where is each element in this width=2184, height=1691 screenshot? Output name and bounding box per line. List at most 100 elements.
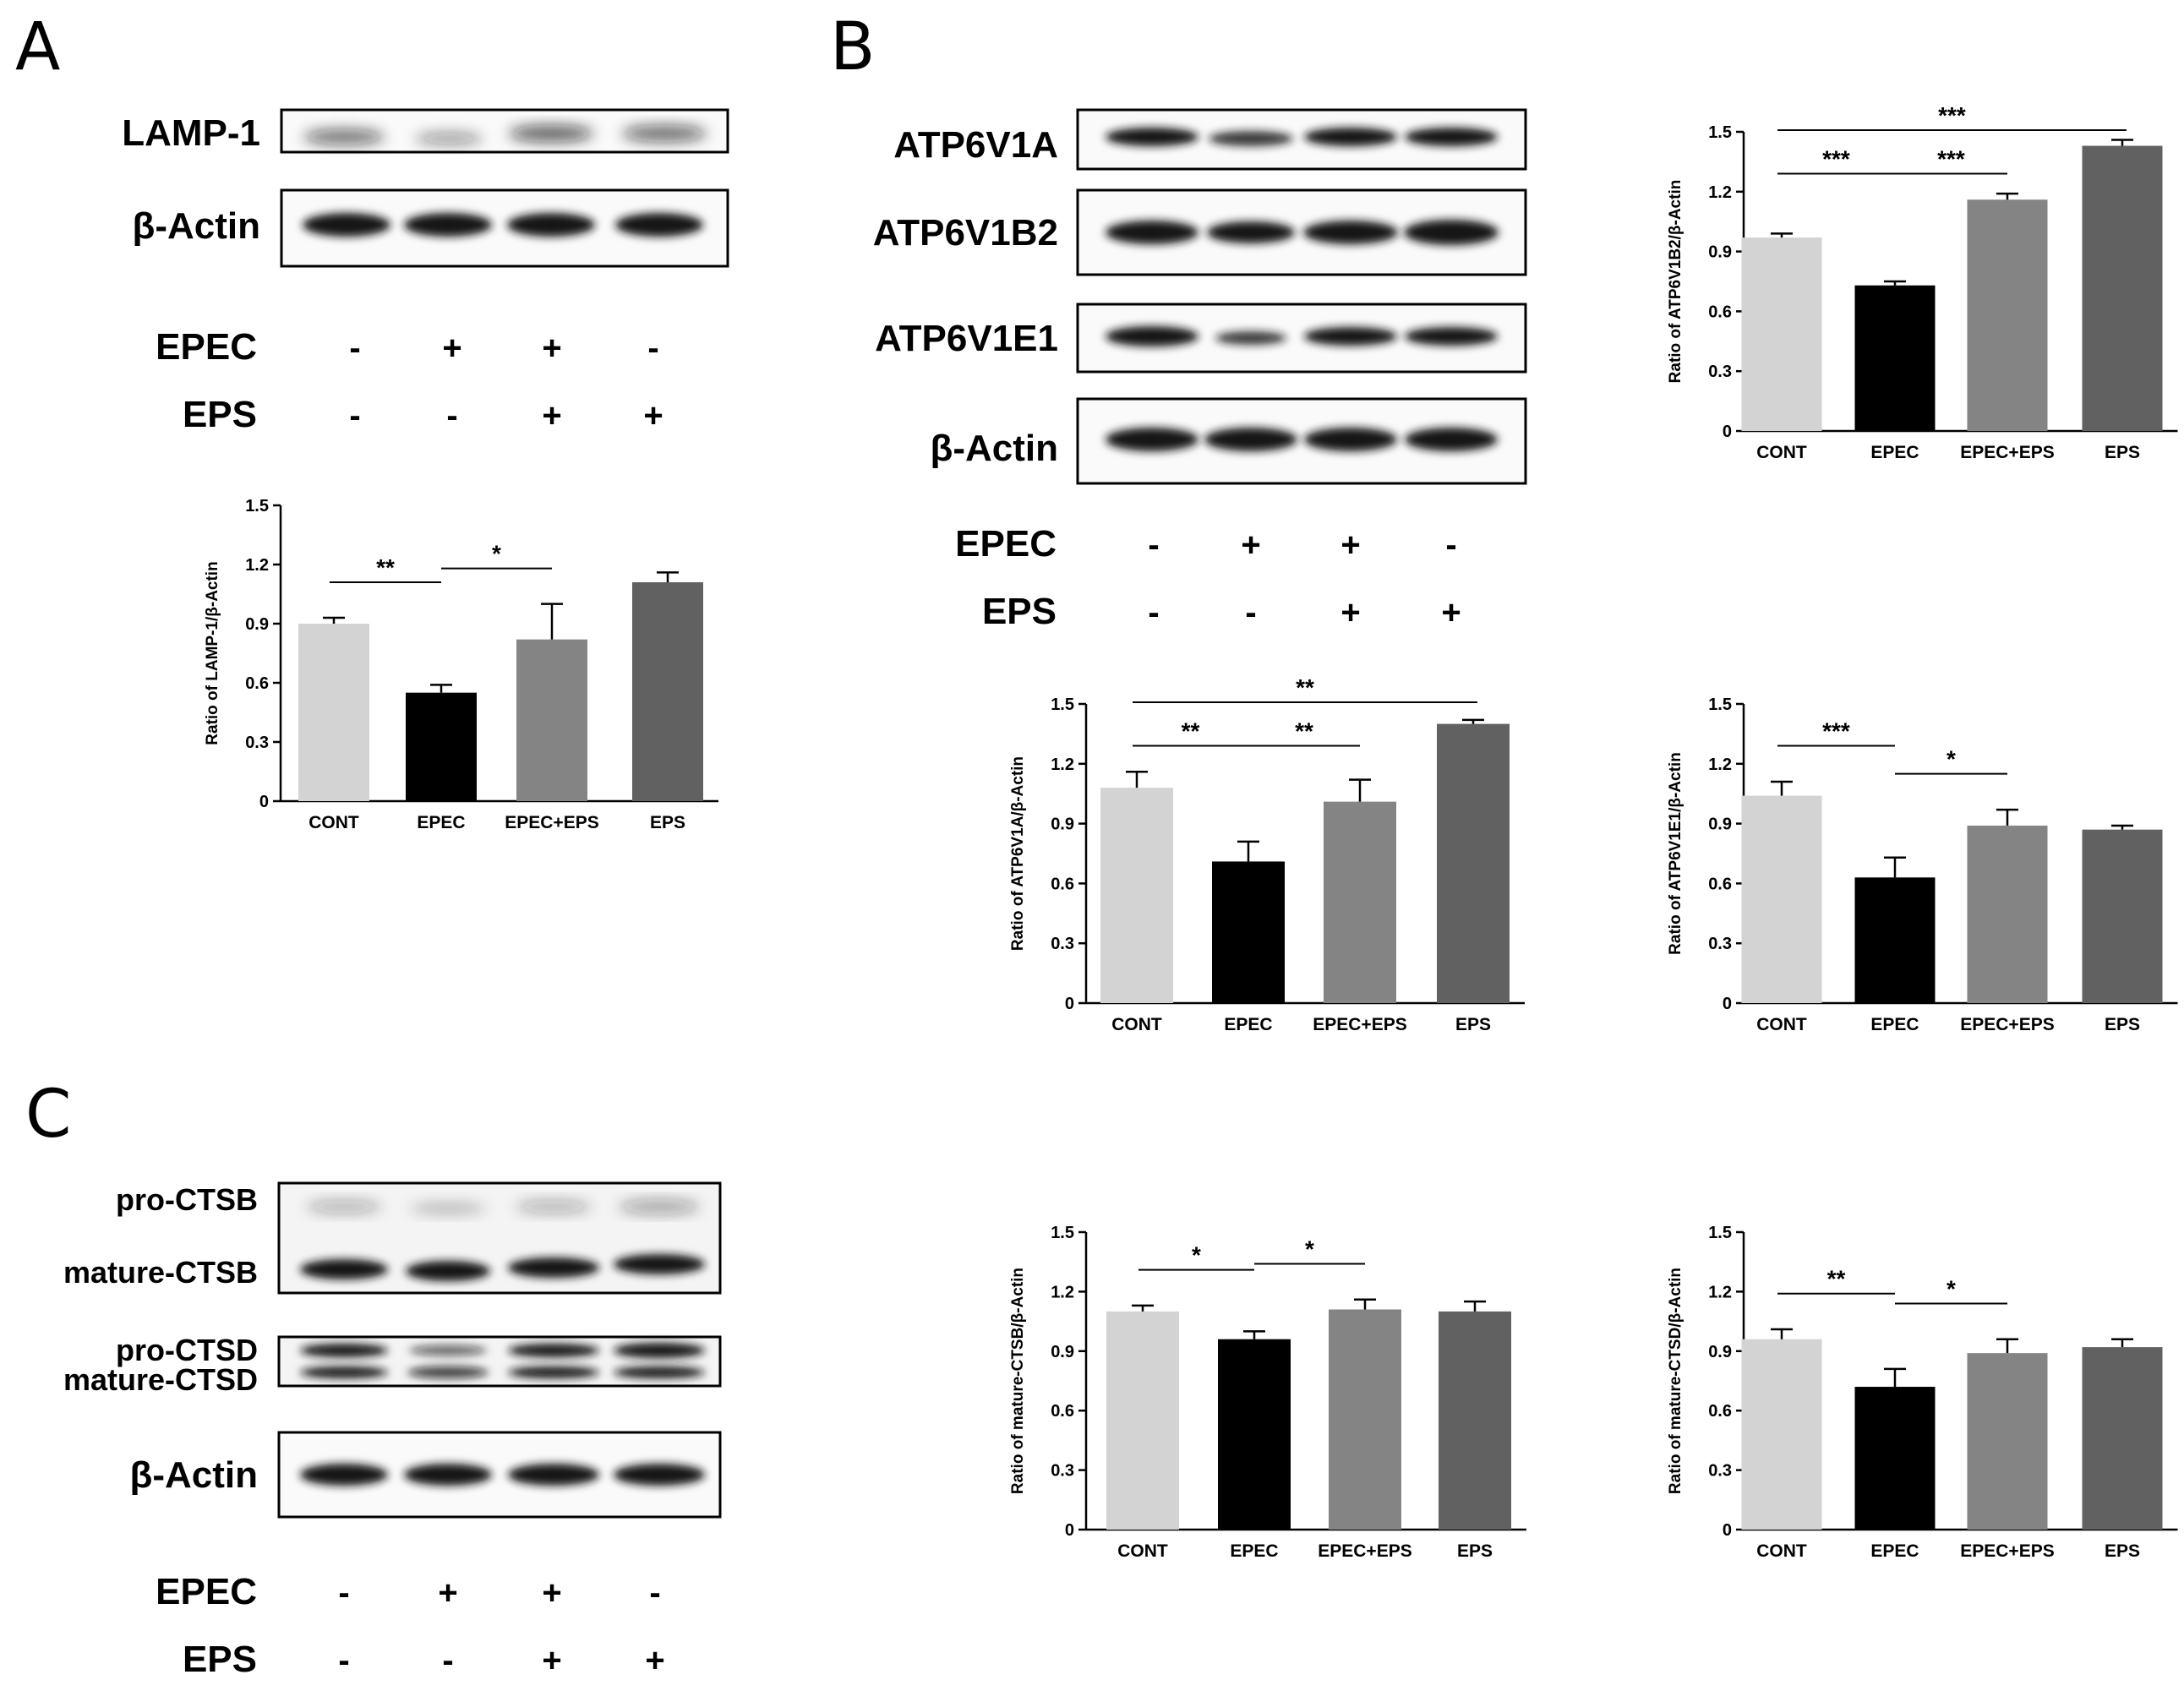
bar-epec-eps [516,639,587,801]
blot-label-pro-ctsd: pro-CTSD [116,1333,258,1367]
y-axis-label: Ratio of ATP6V1B2/β-Actin [1667,180,1684,384]
category-label: EPEC [417,813,465,832]
y-tick-label: 0.9 [1051,1343,1074,1361]
bar-epec [1854,877,1936,1003]
y-tick-label: 0 [1723,1521,1732,1540]
y-tick-label: 0.6 [1708,303,1732,321]
bar-eps [1439,1311,1511,1530]
blot-actin-a [280,188,729,268]
bar-cont [1100,788,1173,1003]
category-label: EPS [1457,1541,1493,1561]
blot-label-atp6v1e1: ATP6V1E1 [875,318,1058,359]
chart-mature-ctsb: 0 0.3 0.6 0.9 1.2 1.5 Ratio of mature-CTSB/β-A… [1009,1224,1526,1561]
eps-sign: + [1441,594,1461,631]
eps-sign: - [446,397,457,434]
y-tick-label: 0.9 [1708,243,1732,262]
y-axis-label: Ratio of ATP6V1A/β-Actin [1009,756,1027,951]
blot-label-pro-ctsb: pro-CTSB [116,1182,258,1217]
bar-epec [1218,1339,1291,1530]
blot-label-lamp1: LAMP-1 [122,112,260,154]
eps-sign: + [542,1642,561,1679]
epec-sign: - [1148,526,1159,564]
category-label: EPEC+EPS [505,813,598,832]
eps-sign: + [1340,594,1360,631]
y-tick-label: 1.2 [245,556,269,575]
epec-label-a: EPEC [156,326,257,368]
blot-label-mature-ctsd: mature-CTSD [63,1362,258,1397]
y-tick-label: 0 [1723,423,1732,441]
bar-epec-eps [1967,825,2048,1003]
y-tick-label: 0.9 [1708,1343,1732,1361]
blot-label-atp6v1a: ATP6V1A [893,124,1058,166]
y-tick-label: 0.6 [245,674,269,693]
category-label: CONT [308,813,359,832]
y-tick-label: 1.5 [1708,695,1732,714]
y-tick-label: 0.3 [1708,1462,1732,1481]
eps-sign: + [645,1642,664,1679]
category-label: EPS [1455,1015,1491,1034]
y-tick-label: 1.5 [1051,1224,1074,1242]
y-tick-label: 1.2 [1051,755,1074,774]
eps-sign: - [1148,594,1159,631]
y-tick-label: 0 [1065,1521,1074,1540]
category-label: EPEC [1224,1015,1272,1034]
blot-label-actin-a: β-Actin [132,205,260,247]
bar-cont [1741,1339,1822,1530]
y-tick-label: 1.5 [245,497,269,515]
bar-epec [1854,285,1936,431]
y-tick-label: 1.2 [1708,755,1732,774]
eps-sign: - [442,1642,453,1679]
blot-label-atp6v1b2: ATP6V1B2 [873,212,1058,254]
eps-label-b: EPS [982,591,1057,632]
significance-label: ** [1827,1266,1846,1292]
bar-cont [1741,795,1822,1003]
y-tick-label: 0.3 [245,734,269,752]
bar-epec [1854,1387,1936,1530]
y-tick-label: 0.9 [1708,815,1732,834]
epec-label-c: EPEC [156,1571,257,1612]
category-label: EPEC [1870,1015,1919,1034]
y-axis-label: Ratio of mature-CTSD/β-Actin [1667,1268,1684,1494]
significance-label: ** [1182,718,1200,745]
blot-atp6v1e1 [1076,303,1527,374]
blot-label-actin-c: β-Actin [129,1454,258,1496]
y-tick-label: 0.6 [1708,875,1732,893]
category-label: EPS [650,813,685,832]
significance-label: *** [1822,146,1850,172]
y-tick-label: 0.3 [1708,935,1732,953]
bar-epec-eps [1967,199,2048,432]
bar-epec [406,692,477,801]
bar-eps [632,582,703,801]
bar-cont [1106,1311,1179,1530]
y-tick-label: 0.9 [1051,815,1074,834]
eps-sign: - [338,1642,349,1679]
category-label: CONT [1756,1541,1807,1561]
bar-eps [2082,829,2163,1003]
significance-label: ** [1295,718,1313,745]
blot-atp6v1b2 [1076,188,1527,276]
y-axis-label: Ratio of ATP6V1E1/β-Actin [1667,752,1684,955]
y-tick-label: 1.5 [1708,1224,1732,1242]
y-tick-label: 1.5 [1708,123,1732,142]
bar-eps [2082,1347,2163,1530]
y-tick-label: 0.6 [1051,1402,1074,1421]
condition-signs-c: - + + - - - + + [338,1574,664,1679]
y-tick-label: 0.3 [1051,1462,1074,1481]
significance-label: * [1305,1236,1314,1263]
category-label: EPEC [1230,1541,1278,1561]
y-tick-label: 0.3 [1708,363,1732,381]
y-tick-label: 0.9 [245,615,269,634]
eps-sign: - [1245,594,1256,631]
epec-sign: + [1340,526,1360,564]
bar-eps [1437,723,1510,1003]
panel-letter-b: B [830,9,876,85]
chart-lamp1: 0 0.3 0.6 0.9 1.2 1.5 Ratio of LAMP-1/β-Actin C… [204,497,718,832]
significance-label: * [1946,746,1956,772]
category-label: EPS [2105,443,2140,462]
blot-actin-c [277,1431,722,1519]
category-label: EPS [2105,1015,2140,1034]
panel-letter-a: A [15,9,60,85]
category-label: CONT [1111,1015,1162,1034]
y-tick-label: 0 [259,793,269,811]
y-tick-label: 0.3 [1051,935,1074,953]
